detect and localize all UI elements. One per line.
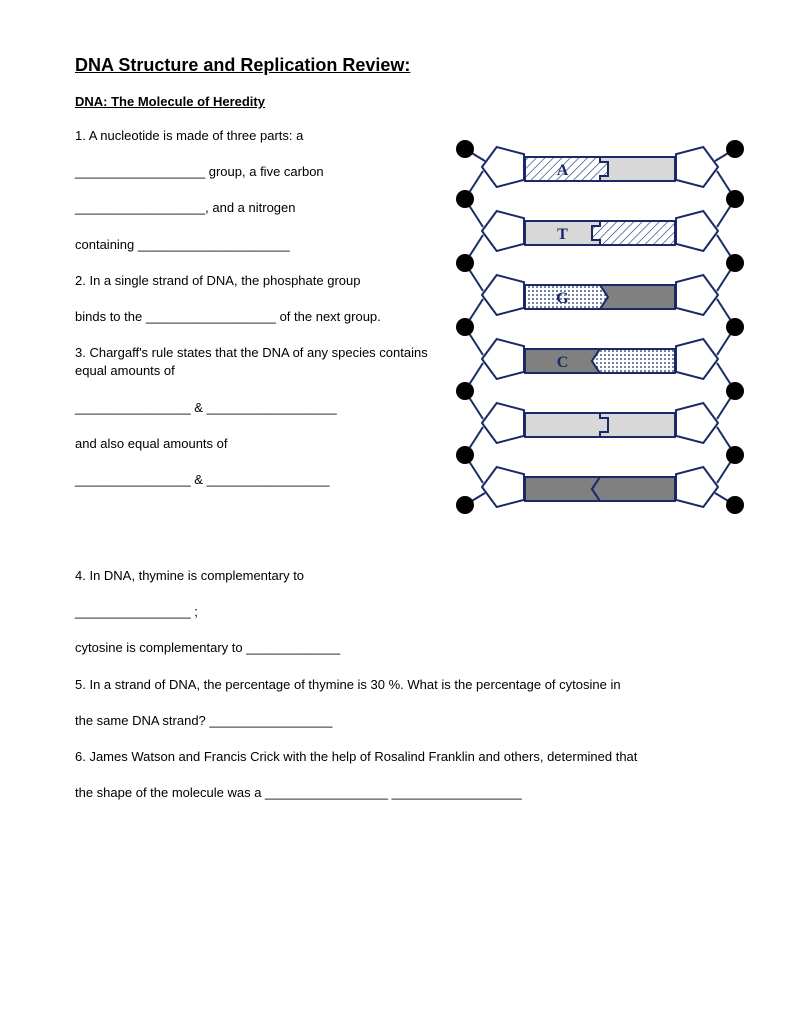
base-right <box>592 349 675 373</box>
base-left <box>525 413 608 437</box>
q4-line3: cytosine is complementary to ___________… <box>75 639 716 657</box>
base-label: C <box>557 354 569 371</box>
base-right <box>600 285 675 309</box>
q4-line2: ________________ ; <box>75 603 716 621</box>
q2-line2: binds to the __________________ of the n… <box>75 308 445 326</box>
q3-line2: ________________ & __________________ <box>75 399 445 417</box>
q5-line2: the same DNA strand? _________________ <box>75 712 716 730</box>
questions-full-width: 4. In DNA, thymine is complementary to _… <box>75 567 716 802</box>
q6-line1: 6. James Watson and Francis Crick with t… <box>75 748 716 766</box>
q3-line4: ________________ & _________________ <box>75 471 445 489</box>
q1-line2: __________________ group, a five carbon <box>75 163 445 181</box>
base-label: A <box>557 162 569 179</box>
base-right <box>600 157 675 181</box>
page-title: DNA Structure and Replication Review: <box>75 55 716 76</box>
base-label: T <box>557 226 568 243</box>
dna-diagram: A T G C <box>455 137 745 567</box>
base-right <box>592 477 675 501</box>
q6-line2: the shape of the molecule was a ________… <box>75 784 716 802</box>
section-subtitle: DNA: The Molecule of Heredity <box>75 94 716 109</box>
q4-line1: 4. In DNA, thymine is complementary to <box>75 567 716 585</box>
questions-left-column: 1. A nucleotide is made of three parts: … <box>75 127 445 567</box>
q1-line1: 1. A nucleotide is made of three parts: … <box>75 127 445 145</box>
q1-line4: containing _____________________ <box>75 236 445 254</box>
q3-line3: and also equal amounts of <box>75 435 445 453</box>
q1-line3: __________________, and a nitrogen <box>75 199 445 217</box>
q5-line1: 5. In a strand of DNA, the percentage of… <box>75 676 716 694</box>
base-right <box>592 221 675 245</box>
q3-line1: 3. Chargaff's rule states that the DNA o… <box>75 344 445 380</box>
base-left <box>525 477 600 501</box>
base-right <box>600 413 675 437</box>
base-label: G <box>556 290 569 307</box>
q2-line1: 2. In a single strand of DNA, the phosph… <box>75 272 445 290</box>
